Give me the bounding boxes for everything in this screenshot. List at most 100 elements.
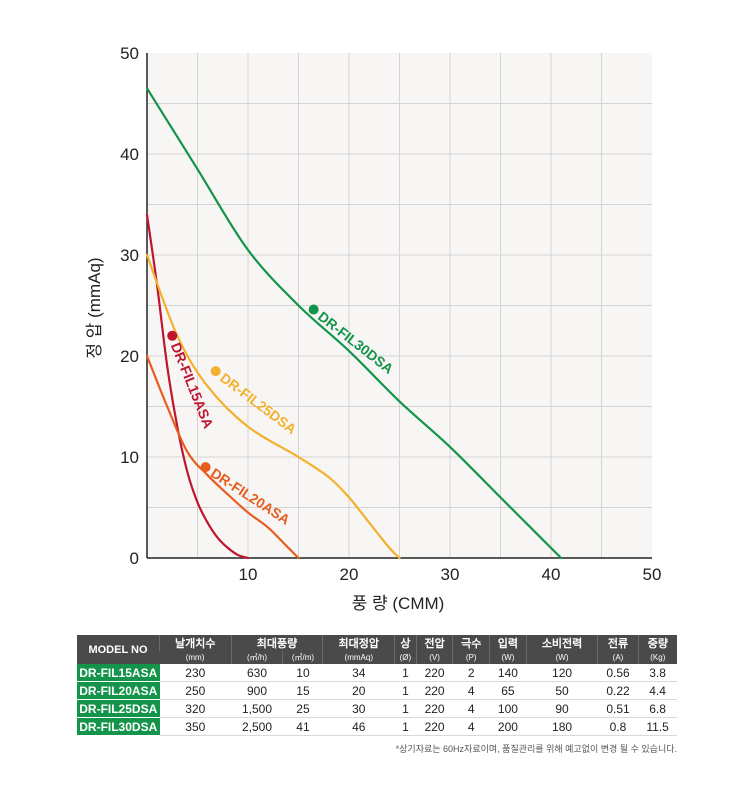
value-cell: 140 — [489, 664, 527, 682]
value-cell: 230 — [159, 664, 232, 682]
model-cell: DR-FIL15ASA — [77, 664, 160, 682]
model-cell: DR-FIL25DSA — [77, 699, 160, 718]
value-cell: 200 — [489, 717, 527, 736]
x-axis-label: 풍 량 (CMM) — [352, 594, 445, 613]
value-cell: 180 — [526, 717, 598, 736]
header-model: MODEL NO — [77, 635, 160, 664]
y-tick-label: 10 — [120, 448, 139, 467]
series-lines — [145, 87, 563, 560]
value-cell: 1 — [394, 717, 417, 736]
header-current: 전류 — [597, 635, 639, 651]
value-cell: 4.4 — [638, 681, 677, 700]
series-marker-dr-fil30dsa — [308, 304, 319, 315]
value-cell: 220 — [416, 664, 453, 682]
table-subheader-row: (mm) (㎥/h) (㎥/m) (mmAq) (Ø) (V) (P) (W) … — [77, 651, 677, 664]
grid — [147, 53, 652, 558]
series-line-dr-fil20asa — [145, 354, 300, 560]
value-cell: 0.22 — [597, 681, 639, 700]
unit-mm: (mm) — [159, 651, 232, 664]
header-max-airflow: 최대풍량 — [230, 635, 323, 651]
value-cell: 3.8 — [638, 664, 677, 682]
unit-m3m: (㎥/m) — [282, 651, 323, 664]
value-cell: 4 — [452, 681, 490, 700]
value-cell: 120 — [526, 664, 598, 682]
y-tick-label: 50 — [120, 44, 139, 63]
value-cell: 0.8 — [597, 717, 639, 736]
model-cell: DR-FIL30DSA — [77, 717, 160, 736]
x-tick-label: 30 — [441, 565, 460, 584]
header-weight: 중량 — [637, 635, 677, 651]
y-tick-label: 40 — [120, 145, 139, 164]
footnote: *상기자료는 60Hz자료이며, 품질관리를 위해 예고없이 변경 될 수 있습… — [395, 744, 677, 754]
unit-w-input: (W) — [489, 651, 527, 664]
header-poles: 극수 — [452, 635, 490, 651]
value-cell: 1 — [394, 681, 417, 700]
value-cell: 1 — [394, 699, 417, 718]
value-cell: 20 — [322, 681, 395, 700]
x-tick-label: 10 — [239, 565, 258, 584]
header-max-pressure: 최대정압 — [322, 635, 395, 651]
y-tick-label: 30 — [120, 246, 139, 265]
header-power: 소비전력 — [525, 635, 598, 651]
value-cell: 25 — [282, 699, 323, 718]
value-cell: 10 — [282, 664, 323, 682]
series-marker-dr-fil15asa — [167, 330, 178, 341]
value-cell: 900 — [231, 681, 283, 700]
table-row: DR-FIL25DSA 320 1,500 25 30 1 220 4 100 90 0.51 6.8 — [77, 699, 677, 718]
series-line-dr-fil25dsa — [145, 253, 401, 560]
unit-p: (P) — [452, 651, 490, 664]
value-cell: 90 — [526, 699, 598, 718]
value-cell: 630 — [231, 664, 283, 682]
series-marker-dr-fil25dsa — [210, 366, 221, 377]
y-tick-label: 20 — [120, 347, 139, 366]
value-cell: 41 — [282, 717, 323, 736]
value-cell: 4 — [452, 699, 490, 718]
value-cell: 6.8 — [638, 699, 677, 718]
header-phase: 상 — [394, 635, 417, 651]
table-row: DR-FIL15ASA 230 630 10 34 1 220 2 140 120 0.56 3.8 — [77, 664, 677, 682]
value-cell: 1,500 — [231, 699, 283, 718]
value-cell: 1 — [394, 664, 417, 682]
series-marker-dr-fil20asa — [200, 462, 211, 473]
table-row: DR-FIL30DSA 350 2,500 41 46 1 220 4 200 180 0.8 11.… — [77, 717, 677, 736]
value-cell: 220 — [416, 699, 453, 718]
series-line-dr-fil30dsa — [145, 87, 563, 560]
table-body: DR-FIL15ASA 230 630 10 34 1 220 2 140 120 0.56 3.8 D… — [77, 664, 677, 736]
unit-kg: (Kg) — [637, 651, 677, 664]
value-cell: 46 — [322, 717, 395, 736]
table-row: DR-FIL20ASA 250 900 15 20 1 220 4 65 50 0.22 4.4 — [77, 681, 677, 700]
series-line-dr-fil15asa — [145, 213, 250, 560]
value-cell: 100 — [489, 699, 527, 718]
value-cell: 65 — [489, 681, 527, 700]
x-tick-label: 50 — [643, 565, 662, 584]
value-cell: 320 — [159, 699, 232, 718]
value-cell: 34 — [322, 664, 395, 682]
table-header-row: MODEL NO 날개치수 최대풍량 최대정압 상 전압 극수 입력 소비전력 … — [77, 635, 677, 664]
x-tick-label: 20 — [340, 565, 359, 584]
model-cell: DR-FIL20ASA — [77, 681, 160, 700]
unit-phase: (Ø) — [394, 651, 417, 664]
value-cell: 50 — [526, 681, 598, 700]
tick-labels: 10 20 30 40 50 0 10 20 30 40 50 — [120, 44, 661, 584]
unit-mmaq: (mmAq) — [322, 651, 395, 664]
value-cell: 30 — [322, 699, 395, 718]
header-voltage: 전압 — [415, 635, 453, 651]
value-cell: 220 — [416, 681, 453, 700]
value-cell: 4 — [452, 717, 490, 736]
header-blade: 날개치수 — [159, 635, 232, 651]
value-cell: 2 — [452, 664, 490, 682]
value-cell: 0.51 — [597, 699, 639, 718]
unit-m3h: (㎥/h) — [230, 651, 283, 664]
header-input: 입력 — [489, 635, 527, 651]
value-cell: 11.5 — [638, 717, 677, 736]
value-cell: 15 — [282, 681, 323, 700]
y-axis-label: 정 압 (mmAq) — [85, 257, 104, 358]
value-cell: 220 — [416, 717, 453, 736]
unit-v: (V) — [415, 651, 453, 664]
value-cell: 350 — [159, 717, 232, 736]
value-cell: 2,500 — [231, 717, 283, 736]
y-tick-label: 0 — [130, 549, 139, 568]
value-cell: 250 — [159, 681, 232, 700]
x-tick-label: 40 — [542, 565, 561, 584]
